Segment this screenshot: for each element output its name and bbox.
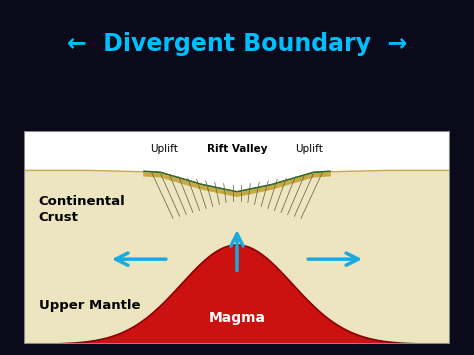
Polygon shape bbox=[143, 172, 331, 197]
Text: Uplift: Uplift bbox=[296, 144, 323, 154]
Polygon shape bbox=[24, 170, 450, 344]
Text: ←  Divergent Boundary  →: ← Divergent Boundary → bbox=[67, 32, 407, 56]
Text: Upper Mantle: Upper Mantle bbox=[38, 299, 140, 312]
Text: Magma: Magma bbox=[209, 311, 265, 325]
Text: Rift Valley: Rift Valley bbox=[207, 144, 267, 154]
Bar bbox=[24, 227, 450, 344]
Polygon shape bbox=[24, 245, 450, 344]
Polygon shape bbox=[143, 170, 331, 193]
Text: Continental
Crust: Continental Crust bbox=[38, 195, 126, 224]
Text: Uplift: Uplift bbox=[151, 144, 178, 154]
